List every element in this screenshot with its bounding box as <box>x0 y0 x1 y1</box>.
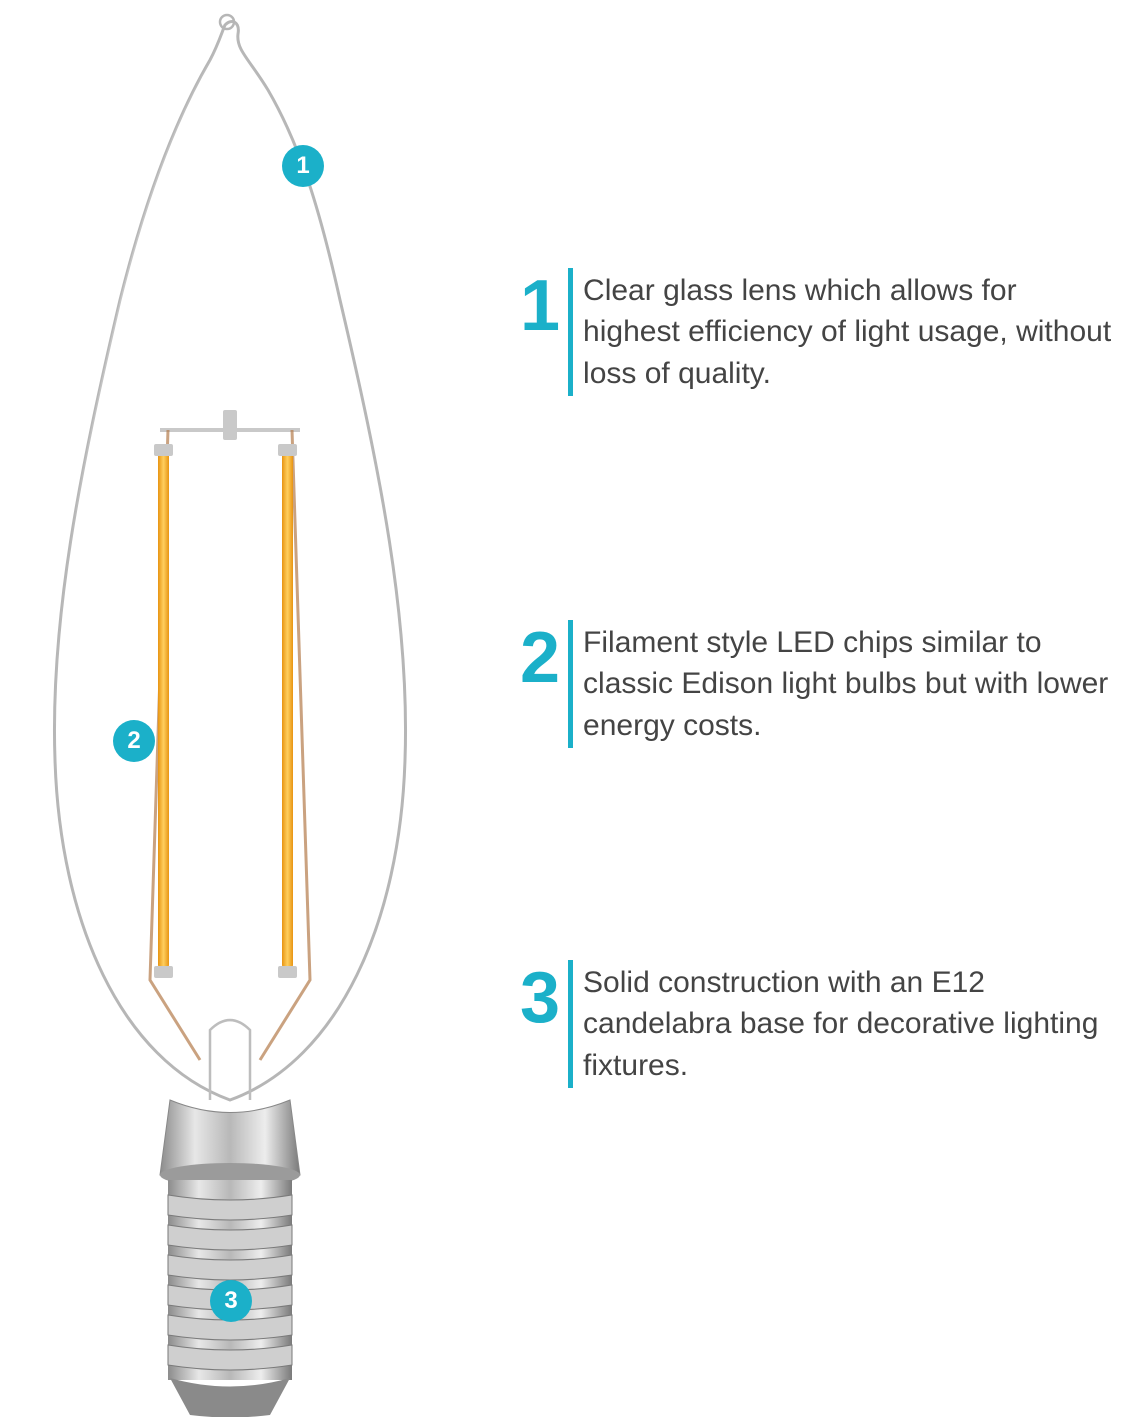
feature-3-divider <box>568 960 573 1088</box>
led-filament-right <box>282 450 293 970</box>
feature-callouts: 1 Clear glass lens which allows for high… <box>520 0 1120 1417</box>
feature-1: 1 Clear glass lens which allows for high… <box>520 268 1120 396</box>
marker-1: 1 <box>282 145 324 187</box>
led-filament-left <box>158 450 169 970</box>
marker-3-label: 3 <box>224 1287 237 1315</box>
feature-3: 3 Solid construction with an E12 candela… <box>520 960 1120 1088</box>
feature-3-text: Solid construction with an E12 candelabr… <box>583 960 1120 1088</box>
bulb-illustration: 1 2 3 <box>0 0 480 1417</box>
feature-2-number: 2 <box>520 620 558 691</box>
feature-1-divider <box>568 268 573 396</box>
feature-3-number: 3 <box>520 960 558 1031</box>
feature-2-text: Filament style LED chips similar to clas… <box>583 620 1120 748</box>
marker-2-label: 2 <box>127 727 140 755</box>
bulb-svg <box>0 0 480 1417</box>
marker-2: 2 <box>113 720 155 762</box>
feature-1-text: Clear glass lens which allows for highes… <box>583 268 1120 396</box>
feature-1-number: 1 <box>520 268 558 339</box>
marker-1-label: 1 <box>296 152 309 180</box>
feature-2: 2 Filament style LED chips similar to cl… <box>520 620 1120 748</box>
marker-3: 3 <box>210 1280 252 1322</box>
feature-2-divider <box>568 620 573 748</box>
